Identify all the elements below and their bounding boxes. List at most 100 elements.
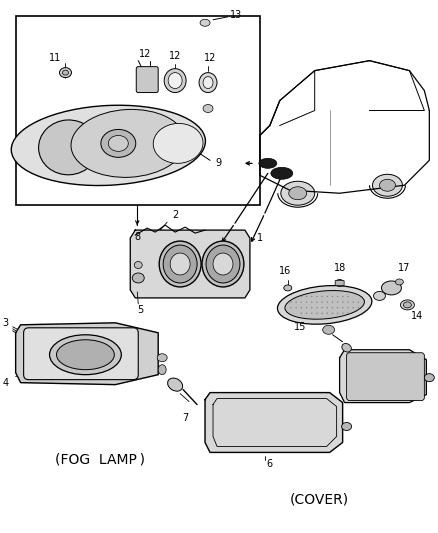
FancyBboxPatch shape [334,280,343,286]
Ellipse shape [315,307,317,309]
Ellipse shape [378,179,395,191]
Ellipse shape [284,290,364,319]
Ellipse shape [60,68,71,78]
Ellipse shape [295,307,296,309]
Text: 3: 3 [3,318,9,328]
Ellipse shape [310,296,312,297]
Ellipse shape [321,296,322,297]
Ellipse shape [336,312,338,314]
Ellipse shape [258,158,276,168]
Ellipse shape [277,286,371,324]
Ellipse shape [212,253,233,275]
Ellipse shape [373,292,385,301]
Text: 13: 13 [230,10,241,20]
Ellipse shape [300,312,301,314]
Ellipse shape [157,354,167,362]
Ellipse shape [167,378,182,391]
Polygon shape [339,350,425,402]
Ellipse shape [11,105,205,185]
Ellipse shape [352,301,353,303]
Text: 12: 12 [139,49,151,59]
Ellipse shape [300,296,301,297]
Ellipse shape [346,312,348,314]
FancyBboxPatch shape [24,328,138,379]
Ellipse shape [341,307,343,309]
Text: 9: 9 [215,158,221,168]
Ellipse shape [346,296,348,297]
Ellipse shape [290,307,291,309]
Text: 18: 18 [333,263,345,273]
Ellipse shape [203,104,212,112]
Polygon shape [16,323,158,385]
Ellipse shape [201,241,244,287]
Ellipse shape [336,307,338,309]
Ellipse shape [331,312,332,314]
Ellipse shape [341,423,351,431]
Ellipse shape [331,307,332,309]
Ellipse shape [159,241,201,287]
Text: 16: 16 [278,266,290,276]
Ellipse shape [310,312,312,314]
Ellipse shape [341,296,343,297]
Ellipse shape [357,301,358,303]
Bar [16,16,259,205]
Ellipse shape [164,69,186,93]
Ellipse shape [315,301,317,303]
Ellipse shape [198,72,216,93]
Ellipse shape [300,301,301,303]
Ellipse shape [205,245,240,283]
Ellipse shape [381,281,400,295]
Ellipse shape [283,285,291,291]
Ellipse shape [336,296,338,297]
Ellipse shape [321,307,322,309]
Ellipse shape [200,19,209,26]
Ellipse shape [336,301,338,303]
Ellipse shape [335,279,343,286]
Ellipse shape [305,312,307,314]
Ellipse shape [168,72,182,88]
Ellipse shape [315,312,317,314]
Ellipse shape [305,296,307,297]
Ellipse shape [158,365,166,375]
Polygon shape [130,230,249,298]
Ellipse shape [341,343,350,352]
FancyBboxPatch shape [346,353,424,401]
Text: 5: 5 [137,305,143,315]
Ellipse shape [305,301,307,303]
Text: (FOG  LAMP ): (FOG LAMP ) [55,453,145,466]
Ellipse shape [305,307,307,309]
Ellipse shape [310,307,312,309]
Text: 1: 1 [256,233,262,243]
Ellipse shape [357,307,358,309]
Ellipse shape [300,307,301,309]
Ellipse shape [280,181,314,205]
Ellipse shape [352,307,353,309]
Ellipse shape [57,340,114,370]
Ellipse shape [153,124,203,163]
Text: 4: 4 [3,378,9,387]
Ellipse shape [39,120,98,175]
Ellipse shape [108,135,128,151]
Ellipse shape [395,279,403,285]
Ellipse shape [270,167,292,179]
Text: 11: 11 [49,53,61,63]
Ellipse shape [295,301,296,303]
Ellipse shape [62,70,68,75]
FancyBboxPatch shape [136,67,158,93]
Ellipse shape [49,335,121,375]
Text: 12: 12 [169,51,181,61]
Ellipse shape [326,296,327,297]
Ellipse shape [331,296,332,297]
Polygon shape [205,393,342,453]
Text: 6: 6 [266,459,272,470]
Ellipse shape [399,300,413,310]
Text: 8: 8 [134,232,140,242]
Ellipse shape [163,245,197,283]
Ellipse shape [346,307,348,309]
Ellipse shape [290,301,291,303]
Text: 15: 15 [293,322,305,332]
Ellipse shape [346,301,348,303]
Ellipse shape [315,296,317,297]
Ellipse shape [326,301,327,303]
Ellipse shape [322,325,334,334]
